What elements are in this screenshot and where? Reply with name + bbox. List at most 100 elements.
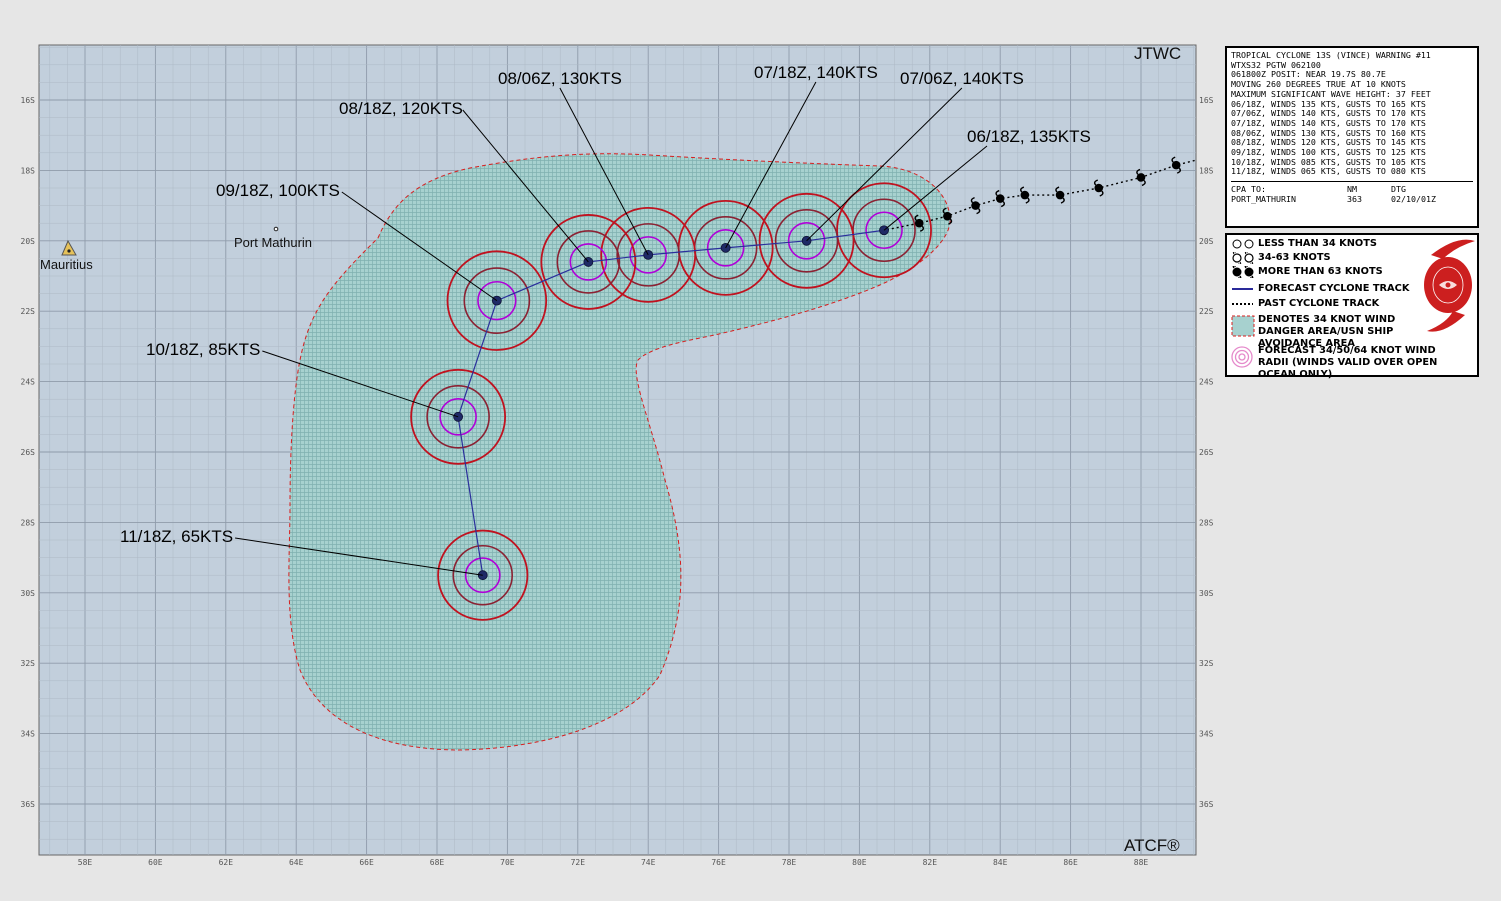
past-position-marker [1093, 179, 1104, 197]
lat-tick-label-right: 32S [1199, 659, 1214, 668]
legend-34-63: 34-63 KNOTS [1231, 252, 1331, 264]
warning-line: 07/18Z, WINDS 140 KTS, GUSTS TO 170 KTS [1231, 117, 1426, 128]
lon-tick-label: 82E [923, 858, 938, 867]
lat-tick-label-left: 16S [21, 96, 36, 105]
wind-radius-50kt [452, 544, 514, 606]
legend-label: FORECAST CYCLONE TRACK [1258, 283, 1410, 294]
forecast-label: 06/18Z, 135KTS [967, 127, 1091, 146]
legend-past-track: PAST CYCLONE TRACK [1231, 298, 1379, 310]
lon-tick-label: 58E [78, 858, 93, 867]
lat-tick-label-left: 32S [21, 659, 36, 668]
mauritius-island [61, 239, 77, 256]
warning-line: 08/06Z, WINDS 130 KTS, GUSTS TO 160 KTS [1231, 127, 1426, 138]
wind-radius-34kt [600, 206, 697, 303]
hurricane-icon [1232, 266, 1254, 278]
past-position-marker [1020, 186, 1030, 204]
lat-tick-label-right: 28S [1199, 518, 1214, 527]
lon-tick-label: 72E [571, 858, 586, 867]
open-circle-icon [1232, 239, 1254, 249]
warning-line: 061800Z POSIT: NEAR 19.7S 80.7E [1231, 69, 1386, 80]
lon-tick-label: 62E [219, 858, 234, 867]
lat-tick-label-right: 30S [1199, 589, 1214, 598]
warning-line: 08/18Z, WINDS 120 KTS, GUSTS TO 145 KTS [1231, 137, 1426, 148]
lat-tick-label-left: 30S [21, 589, 36, 598]
wind-radius-34kt [410, 368, 507, 465]
wind-radius-50kt [774, 209, 839, 273]
lon-tick-label: 70E [500, 858, 515, 867]
lon-tick-label: 66E [359, 858, 374, 867]
wind-radius-34kt [437, 529, 529, 621]
warning-divider [1231, 181, 1473, 183]
cpa-table: CPA TO: NM DTG PORT_MATHURIN 363 02/10/0… [1231, 184, 1473, 204]
legend-label: DENOTES 34 KNOT WIND DANGER AREA/USN SHI… [1258, 314, 1396, 349]
lat-tick-label-left: 22S [21, 307, 36, 316]
map-legend: LESS THAN 34 KNOTS 34-63 KNOTS MORE THAN… [1225, 233, 1479, 380]
forecast-label: 07/06Z, 140KTS [900, 69, 1024, 88]
past-position-marker [1200, 150, 1209, 166]
forecast-leader-line [262, 350, 459, 418]
mauritius-marker [67, 249, 71, 253]
wind-radius-64kt [706, 229, 745, 267]
lat-tick-label-left: 36S [21, 800, 36, 809]
lon-tick-label: 68E [430, 858, 445, 867]
warning-center-logo [1424, 239, 1475, 332]
forecast-label: 08/18Z, 120KTS [339, 99, 463, 118]
atcf-trademark: ATCF® [1124, 836, 1180, 855]
past-track-line-icon [1232, 303, 1253, 305]
lon-tick-label: 80E [852, 858, 867, 867]
wind-radii [410, 182, 932, 621]
wind-radius-64kt [439, 397, 477, 436]
place-label-port-mathurin: Port Mathurin [234, 235, 312, 250]
lat-tick-label-left: 20S [21, 237, 36, 246]
warning-line: 10/18Z, WINDS 085 KTS, GUSTS TO 105 KTS [1231, 156, 1426, 167]
wind-radius-50kt [616, 223, 681, 287]
forecast-labels: 06/18Z, 135KTS 07/06Z, 140KTS 07/18Z, 140K… [120, 63, 1091, 576]
cpa-header-nm: NM [1347, 184, 1357, 195]
cpa-distance: 363 [1347, 193, 1362, 204]
wind-radius-64kt [569, 243, 608, 281]
forecast-leader-line [559, 87, 649, 256]
cpa-header-dtg: DTG [1391, 184, 1406, 195]
warning-line: 06/18Z, WINDS 135 KTS, GUSTS TO 165 KTS [1231, 98, 1426, 109]
port-mathurin-marker [273, 226, 279, 232]
past-position-marker [1055, 186, 1065, 204]
forecast-leader-line [883, 145, 988, 231]
danger-area-34kt [288, 153, 951, 751]
warning-line: MAXIMUM SIGNIFICANT WAVE HEIGHT: 37 FEET [1231, 88, 1431, 99]
wind-radius-64kt [787, 222, 826, 260]
wind-radius-34kt [446, 250, 548, 351]
lat-tick-label-left: 26S [21, 448, 36, 457]
forecast-label: 11/18Z, 65KTS [120, 527, 233, 546]
forecast-leader-line [341, 191, 498, 302]
wind-radius-50kt [426, 384, 490, 449]
lon-tick-label: 64E [289, 858, 304, 867]
lat-tick-label-right: 16S [1199, 96, 1214, 105]
warning-line: TROPICAL CYCLONE 13S (VINCE) WARNING #11 [1231, 50, 1431, 60]
wind-radius-64kt [477, 280, 517, 321]
lon-tick-label: 74E [641, 858, 656, 867]
land-features [61, 226, 279, 256]
past-position-marker [970, 196, 981, 215]
past-position-marker [1136, 168, 1146, 187]
wind-radius-34kt [836, 182, 932, 279]
legend-label: FORECAST 34/50/64 KNOT WIND RADII (WINDS… [1258, 345, 1438, 380]
lat-tick-label-left: 24S [21, 378, 36, 387]
forecast-label: 10/18Z, 85KTS [146, 340, 260, 359]
danger-area-swatch-icon [1231, 315, 1255, 337]
forecast-label: 08/06Z, 130KTS [498, 69, 622, 88]
past-position-marker [995, 189, 1006, 208]
lon-tick-label: 84E [993, 858, 1008, 867]
wind-radius-64kt [464, 557, 501, 594]
lon-tick-label: 76E [711, 858, 726, 867]
wind-radius-34kt [540, 214, 637, 310]
lat-tick-label-left: 34S [21, 730, 36, 739]
wind-radius-50kt [556, 230, 621, 294]
lon-tick-label: 60E [148, 858, 163, 867]
forecast-label: 09/18Z, 100KTS [216, 181, 340, 200]
warning-text-box: TROPICAL CYCLONE 13S (VINCE) WARNING #11… [1225, 46, 1479, 228]
legend-label: PAST CYCLONE TRACK [1258, 298, 1380, 309]
place-label-mauritius: Mauritius [40, 257, 93, 272]
legend-label: 34-63 KNOTS [1258, 252, 1331, 263]
legend-wind-radii: FORECAST 34/50/64 KNOT WIND RADII (WINDS… [1231, 345, 1458, 381]
